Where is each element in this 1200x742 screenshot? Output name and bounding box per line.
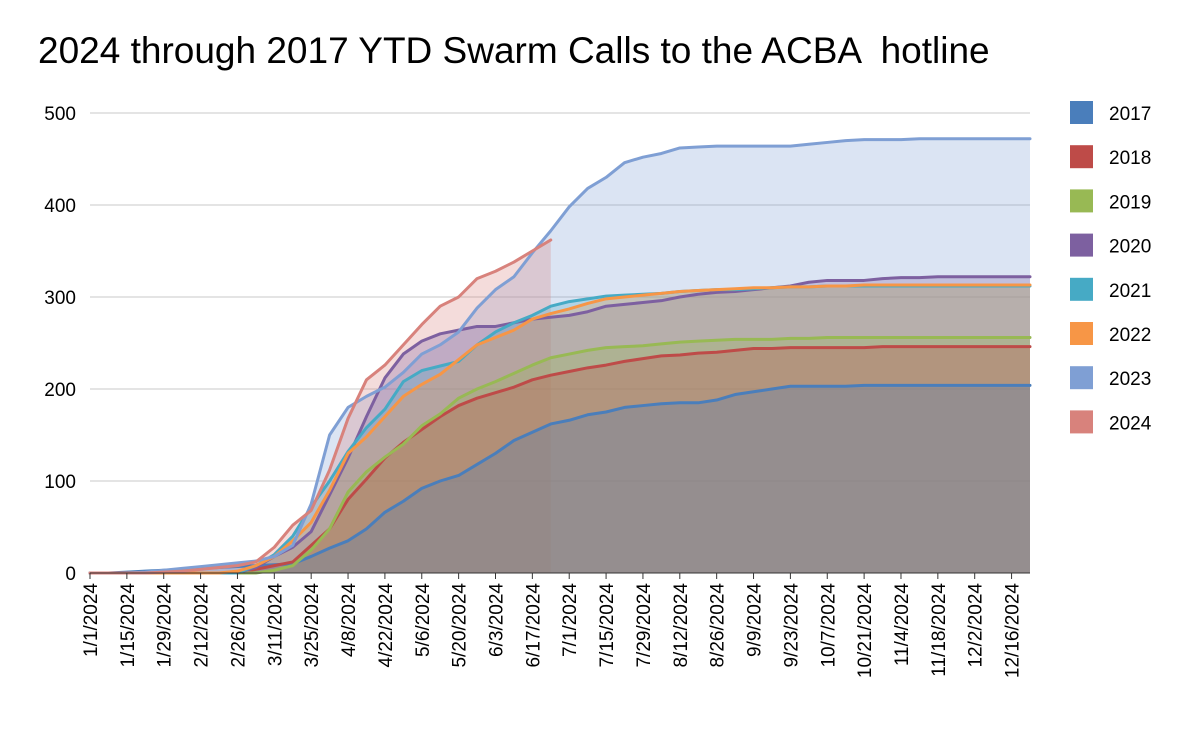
legend-swatch-2022: [1070, 322, 1093, 345]
series-line-2022: [88, 283, 1032, 575]
chart-title: 2024 through 2017 YTD Swarm Calls to the…: [38, 30, 990, 71]
x-tick-label-9-23-2024: 9/23/2024: [781, 583, 802, 668]
legend-label-2018: 2018: [1109, 148, 1151, 169]
x-tick-label-10-21-2024: 10/21/2024: [855, 583, 876, 679]
y-tick-label-300: 300: [44, 288, 76, 309]
legend-swatch-2019: [1070, 189, 1093, 213]
x-tick-label-8-12-2024: 8/12/2024: [671, 583, 692, 668]
x-tick-label-3-25-2024: 3/25/2024: [302, 583, 323, 668]
x-tick-label-2-12-2024: 2/12/2024: [192, 583, 213, 668]
x-tick-label-7-15-2024: 7/15/2024: [597, 583, 618, 668]
legend-label-2019: 2019: [1109, 192, 1151, 213]
area-fill-2018: [90, 346, 1030, 573]
x-tick-label-2-26-2024: 2/26/2024: [228, 583, 249, 668]
legend-label-2023: 2023: [1109, 369, 1151, 390]
x-tick-label-1-1-2024: 1/1/2024: [81, 583, 102, 657]
area-fill-2020: [90, 276, 1030, 573]
x-tick-label-5-6-2024: 5/6/2024: [413, 583, 434, 657]
legend-label-2017: 2017: [1109, 104, 1151, 125]
legend-swatch-2021: [1070, 277, 1093, 301]
area-fill-2019: [90, 337, 1030, 573]
legend-swatch-2023: [1070, 366, 1093, 390]
y-tick-label-0: 0: [65, 564, 76, 585]
x-tick-label-11-18-2024: 11/18/2024: [929, 583, 950, 677]
legend-label-2024: 2024: [1109, 413, 1152, 434]
series-line-2023: [88, 137, 1032, 575]
y-tick-label-200: 200: [44, 380, 76, 401]
x-tick-label-6-3-2024: 6/3/2024: [486, 583, 507, 657]
x-tick-label-12-16-2024: 12/16/2024: [1003, 583, 1024, 679]
x-tick-label-8-26-2024: 8/26/2024: [708, 583, 729, 668]
legend-swatch-2020: [1070, 233, 1093, 257]
legend: 2017 2018 2019 2020 2021 2022 2023 2024: [1070, 101, 1152, 434]
x-tick-label-12-2-2024: 12/2/2024: [966, 583, 987, 668]
x-tick-label-10-7-2024: 10/7/2024: [818, 583, 839, 668]
x-tick-label-1-29-2024: 1/29/2024: [155, 583, 176, 668]
x-tick-label-7-1-2024: 7/1/2024: [560, 583, 581, 657]
series-line-2024: [88, 238, 553, 575]
legend-swatch-2017: [1070, 101, 1093, 124]
y-tick-label-400: 400: [44, 196, 76, 217]
legend-label-2020: 2020: [1109, 237, 1151, 258]
area-fill-2017: [90, 385, 1030, 573]
legend-swatch-2024: [1070, 410, 1093, 434]
x-tick-label-1-15-2024: 1/15/2024: [118, 583, 139, 668]
x-tick-label-9-9-2024: 9/9/2024: [745, 583, 766, 657]
x-tick-label-4-8-2024: 4/8/2024: [339, 583, 360, 657]
area-fill-2024: [90, 239, 551, 573]
series-line-2017: [88, 383, 1032, 575]
x-tick-label-11-4-2024: 11/4/2024: [892, 583, 913, 667]
x-tick-label-4-22-2024: 4/22/2024: [376, 583, 397, 668]
axes: 0 100 200 300 400 500 1/1/2024 1/15/2024 1/29/20…: [44, 104, 1030, 678]
y-tick-label-100: 100: [44, 472, 76, 493]
x-tick-label-3-11-2024: 3/11/2024: [265, 583, 286, 667]
y-tick-label-500: 500: [44, 104, 76, 125]
legend-swatch-2018: [1070, 145, 1093, 169]
x-tick-label-6-17-2024: 6/17/2024: [523, 583, 544, 668]
x-tick-label-5-20-2024: 5/20/2024: [450, 583, 471, 668]
legend-label-2021: 2021: [1109, 281, 1151, 302]
x-tick-label-7-29-2024: 7/29/2024: [634, 583, 655, 668]
gridlines: [90, 112, 1030, 482]
legend-label-2022: 2022: [1109, 325, 1151, 346]
